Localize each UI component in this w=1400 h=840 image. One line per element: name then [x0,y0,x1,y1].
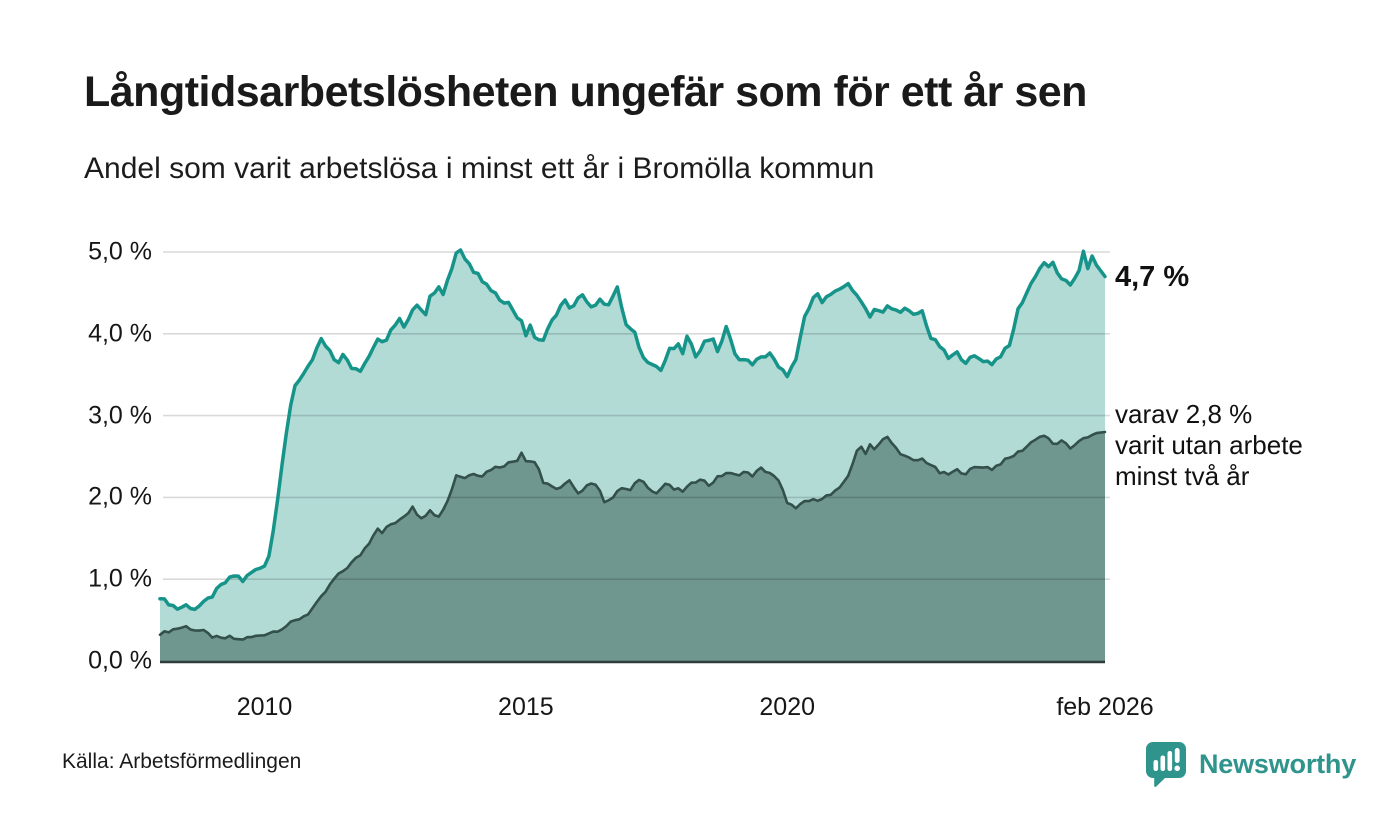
two-year-note-label: varav 2,8 % varit utan arbete minst två … [1115,399,1303,491]
source-attribution: Källa: Arbetsförmedlingen [62,750,302,773]
y-tick-label: 4,0 % [88,319,152,348]
newsworthy-wordmark: Newsworthy [1199,748,1357,779]
y-tick-label: 1,0 % [88,564,152,593]
page-title: Långtidsarbetslösheten ungefär som för e… [84,68,1087,116]
x-tick-label: 2015 [498,693,554,721]
y-tick-label: 3,0 % [88,401,152,430]
x-tick-label: feb 2026 [1056,693,1154,721]
newsworthy-brand: Newsworthy [1144,740,1356,788]
y-tick-label: 2,0 % [88,482,152,511]
series-line-two-year [158,430,1107,641]
y-tick-label: 0,0 % [88,646,152,675]
x-tick-label: 2010 [236,693,293,721]
series-line-total [158,248,1107,612]
y-tick-label: 5,0 % [88,237,152,266]
newsworthy-logo-icon [1144,740,1188,788]
x-tick-label: 2020 [759,693,816,721]
latest-value-label: 4,7 % [1115,261,1190,293]
series-area-two-year [160,432,1105,661]
page-subtitle: Andel som varit arbetslösa i minst ett å… [84,152,875,185]
